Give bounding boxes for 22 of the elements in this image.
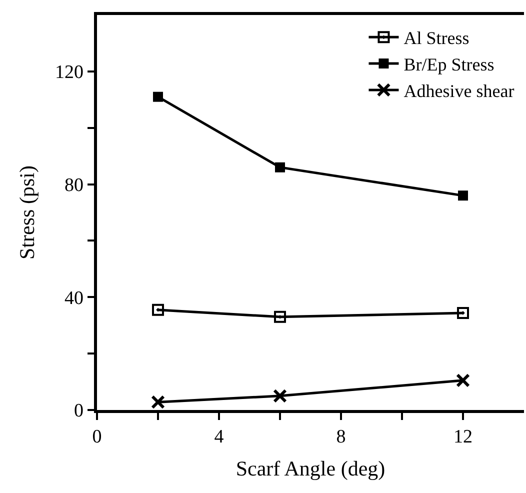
point [274,310,286,323]
x-tick-label: 12 [454,426,472,448]
y-tick-label: 0 [74,400,84,422]
point [152,304,164,316]
y-tick-label: 40 [64,288,84,309]
point [457,306,469,319]
legend-label: Br/Ep Stress [404,54,494,75]
y-tick-label: 80 [64,174,84,196]
legend-label: Al Stress [404,28,470,48]
x-tick-label: 4 [214,426,224,448]
x-tick-label: 0 [92,426,102,448]
point [151,395,165,410]
point [153,92,163,102]
x-tick-label: 8 [336,426,346,448]
x-axis-title: Scarf Angle (deg) [236,456,386,481]
legend-label: Adhesive shear [404,80,514,101]
y-axis-title: Stress (psi) [15,166,40,260]
point [458,190,468,201]
point [456,373,470,388]
y-tick-label: 120 [54,62,84,84]
point [273,388,287,403]
point [275,162,285,172]
